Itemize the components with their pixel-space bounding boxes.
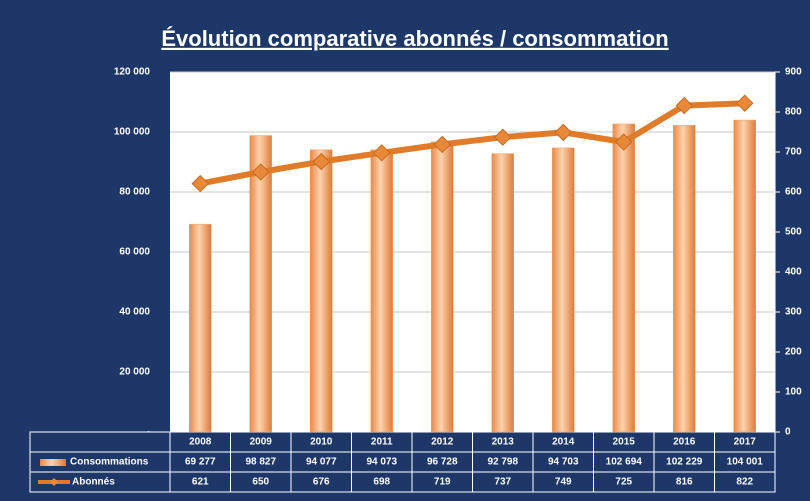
marker: [736, 94, 754, 112]
table-value: 69 277: [185, 457, 216, 468]
table-value: 725: [615, 477, 632, 488]
table-value: 98 827: [245, 457, 276, 468]
table-value: 104 001: [727, 457, 764, 468]
legend-label: Abonnés: [72, 477, 115, 488]
bar: [189, 223, 212, 433]
table-value: 737: [494, 477, 511, 488]
x-tick-label: 2014: [552, 437, 575, 448]
marker: [373, 144, 391, 162]
table-value: 102 229: [666, 457, 703, 468]
table-value: 94 077: [306, 457, 337, 468]
marker: [312, 152, 330, 171]
y-tick-label: 20 000: [119, 367, 150, 378]
x-tick-label: 2008: [189, 437, 212, 448]
table-value: 650: [252, 477, 269, 488]
y2-tick-label: 500: [785, 227, 802, 238]
bar: [673, 125, 696, 433]
table-value: 676: [313, 477, 330, 488]
y2-tick-label: 800: [785, 107, 802, 118]
y2-tick-label: 700: [785, 147, 802, 158]
marker: [675, 96, 693, 115]
y2-tick-label: 900: [785, 67, 802, 78]
marker: [615, 133, 633, 151]
legend-label: Consommations: [70, 457, 149, 468]
legend-key: [40, 459, 66, 466]
table-value: 92 798: [487, 457, 518, 468]
table-value: 822: [736, 477, 753, 488]
x-tick-label: 2017: [734, 437, 757, 448]
marker: [252, 163, 270, 181]
legend-key-marker: [50, 478, 58, 486]
table-value: 94 073: [366, 457, 397, 468]
y2-tick-label: 200: [785, 347, 802, 358]
table-value: 94 703: [548, 457, 579, 468]
x-tick-label: 2016: [673, 437, 696, 448]
chart-title: Évolution comparative abonnés / consomma…: [161, 26, 668, 51]
y2-tick-label: 400: [785, 267, 802, 278]
table-value: 719: [434, 477, 451, 488]
y-tick-label: 80 000: [119, 187, 150, 198]
bar: [431, 141, 454, 433]
table-value: 621: [192, 477, 209, 488]
x-tick-label: 2013: [492, 437, 515, 448]
bar: [249, 135, 272, 433]
marker: [554, 123, 572, 142]
table-value: 102 694: [606, 457, 643, 468]
y2-tick-label: 0: [785, 427, 791, 438]
marker: [494, 128, 512, 146]
x-tick-label: 2011: [371, 437, 393, 448]
y-tick-label: 100 000: [114, 127, 151, 138]
table-value: 816: [676, 477, 693, 488]
marker: [191, 174, 209, 193]
y2-tick-label: 100: [785, 387, 802, 398]
x-tick-label: 2015: [613, 437, 636, 448]
x-tick-label: 2010: [310, 437, 333, 448]
y-tick-label: 40 000: [119, 307, 150, 318]
bar: [733, 119, 756, 433]
bar: [612, 123, 635, 433]
x-tick-label: 2009: [250, 437, 273, 448]
y2-tick-label: 300: [785, 307, 802, 318]
x-tick-label: 2012: [431, 437, 454, 448]
bar: [370, 149, 393, 433]
bar: [310, 149, 333, 433]
table-value: 698: [373, 477, 390, 488]
bar: [552, 147, 575, 433]
y-tick-label: 120 000: [114, 67, 151, 78]
table-value: 749: [555, 477, 572, 488]
table-value: 96 728: [427, 457, 458, 468]
y2-tick-label: 600: [785, 187, 802, 198]
marker: [433, 135, 451, 154]
y-tick-label: 60 000: [119, 247, 150, 258]
bar: [491, 153, 514, 433]
line: [199, 100, 745, 187]
